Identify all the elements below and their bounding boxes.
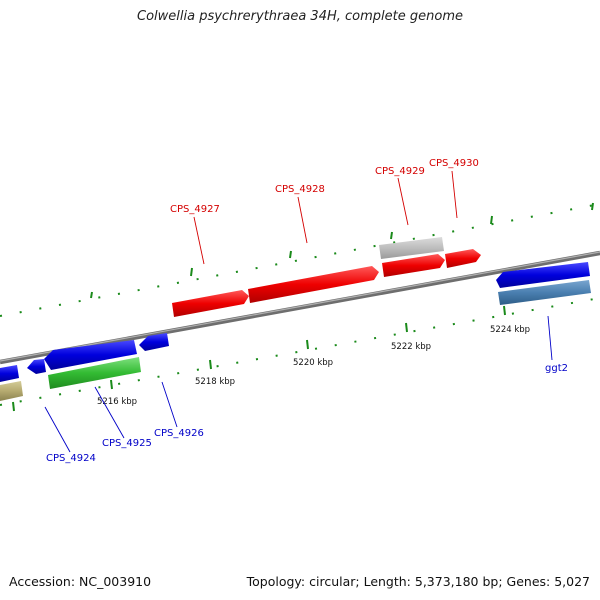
pseudo-feature-gray[interactable] bbox=[379, 237, 444, 259]
reverse-gene-ggt2[interactable] bbox=[496, 262, 590, 288]
map-title: Colwellia psychrerythraea 34H, complete … bbox=[137, 9, 463, 24]
genome-backbone bbox=[0, 250, 600, 365]
rna-feature-green[interactable] bbox=[48, 357, 141, 389]
genome-summary-text: Topology: circular; Length: 5,373,180 bp… bbox=[246, 574, 590, 589]
gene-label-cps4928[interactable]: CPS_4928 bbox=[275, 184, 325, 195]
scale-label-5224: 5224 kbp bbox=[490, 325, 530, 335]
gene-label-cps4929[interactable]: CPS_4929 bbox=[375, 166, 425, 177]
gene-label-cps4924[interactable]: CPS_4924 bbox=[46, 453, 96, 464]
gene-label-cps4926[interactable]: CPS_4926 bbox=[154, 428, 204, 439]
reverse-gene-cps4924[interactable] bbox=[27, 359, 46, 374]
forward-gene-cps4930[interactable] bbox=[445, 249, 481, 268]
scale-tick-track bbox=[0, 297, 600, 412]
outer-tick-track bbox=[0, 202, 600, 317]
leader-lines bbox=[44, 170, 553, 453]
gene-label-ggt2[interactable]: ggt2 bbox=[545, 363, 568, 374]
reverse-gene-cps4925[interactable] bbox=[44, 340, 137, 370]
gene-label-cps4925[interactable]: CPS_4925 bbox=[102, 438, 152, 449]
gene-label-cps4927[interactable]: CPS_4927 bbox=[170, 204, 220, 215]
forward-gene-cps4927[interactable] bbox=[172, 290, 249, 317]
scale-label-5218: 5218 kbp bbox=[195, 377, 235, 387]
gene-label-cps4930[interactable]: CPS_4930 bbox=[429, 158, 479, 169]
olive-feature[interactable] bbox=[0, 381, 23, 401]
scale-label-5220: 5220 kbp bbox=[293, 358, 333, 368]
forward-gene-cps4928[interactable] bbox=[248, 266, 379, 303]
steel-feature[interactable] bbox=[498, 280, 591, 305]
reverse-gene-left-edge[interactable] bbox=[0, 365, 19, 382]
scale-label-5222: 5222 kbp bbox=[391, 342, 431, 352]
accession-text: Accession: NC_003910 bbox=[9, 574, 152, 589]
scale-label-5216: 5216 kbp bbox=[97, 397, 137, 407]
reverse-gene-cps4926[interactable] bbox=[139, 333, 169, 351]
forward-gene-cps4929[interactable] bbox=[382, 254, 445, 277]
